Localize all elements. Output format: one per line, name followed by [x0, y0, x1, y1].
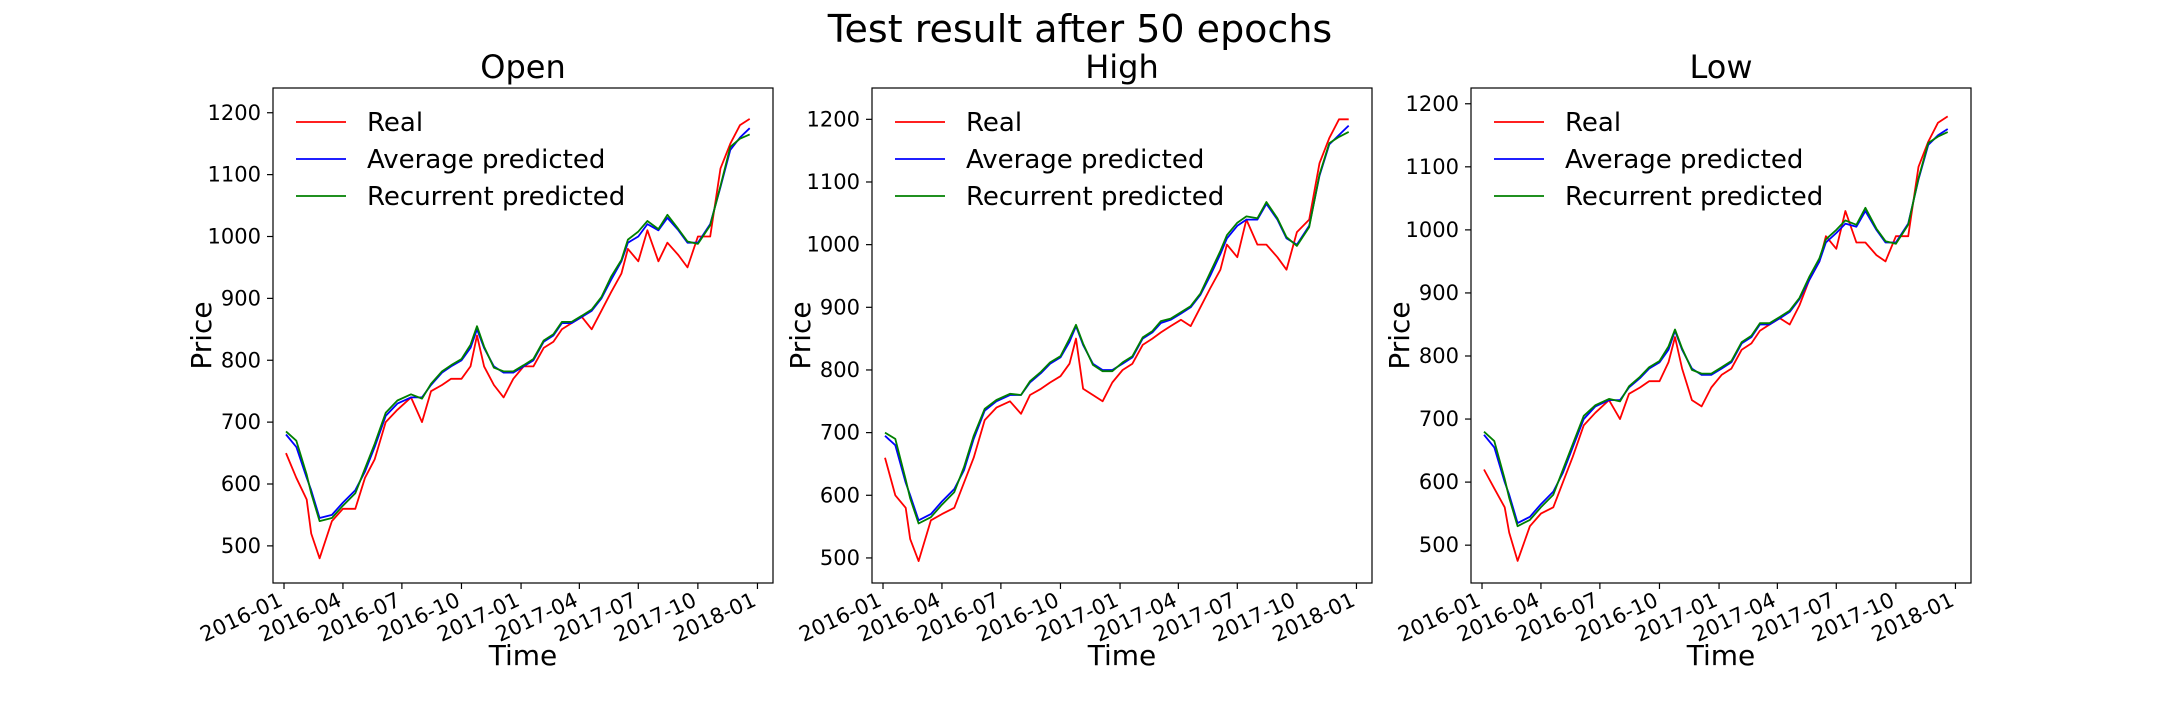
legend-label: Real	[966, 108, 1022, 138]
legend: Real Average predicted Recurrent predicted	[1494, 108, 1823, 212]
series-line-recurrent-predicted	[1483, 131, 1949, 528]
y-tick-label: 800	[820, 358, 860, 382]
y-tick-label: 700	[820, 421, 860, 445]
x-axis-label: Time	[1087, 639, 1157, 672]
y-tick-label: 1100	[1406, 155, 1459, 179]
legend-label: Real	[367, 108, 423, 138]
y-tick-label: 600	[221, 472, 261, 496]
axes-frame	[1470, 87, 1972, 584]
legend-label: Recurrent predicted	[1565, 182, 1823, 212]
y-tick-label: 900	[1419, 281, 1459, 305]
figure-title: Test result after 50 epochs	[827, 7, 1332, 51]
y-axis-label: Price	[784, 301, 817, 369]
y-tick-label: 1200	[1406, 92, 1459, 116]
axes-frame	[272, 87, 774, 584]
legend-label: Recurrent predicted	[966, 182, 1224, 212]
legend-label: Average predicted	[966, 145, 1204, 175]
y-tick-label: 600	[820, 483, 860, 507]
y-axis-label: Price	[1383, 301, 1416, 369]
panel-title: Low	[1689, 48, 1752, 86]
y-tick-label: 500	[1419, 533, 1459, 557]
y-tick-label: 900	[820, 295, 860, 319]
chart-panel-high: High5006007008009001000110012002016-0120…	[784, 48, 1373, 672]
y-tick-label: 1000	[208, 225, 261, 249]
y-tick-label: 1000	[807, 233, 860, 257]
legend-label: Recurrent predicted	[367, 182, 625, 212]
y-tick-label: 900	[221, 286, 261, 310]
y-axis-label: Price	[185, 301, 218, 369]
panel-title: High	[1085, 48, 1159, 86]
chart-panel-low: Low5006007008009001000110012002016-01201…	[1383, 48, 1972, 672]
x-axis-label: Time	[1686, 639, 1756, 672]
y-tick-label: 700	[1419, 407, 1459, 431]
x-axis-label: Time	[488, 639, 558, 672]
y-tick-label: 500	[820, 546, 860, 570]
y-tick-label: 1000	[1406, 218, 1459, 242]
y-tick-label: 1100	[807, 170, 860, 194]
series-line-real	[1483, 115, 1949, 562]
y-tick-label: 700	[221, 410, 261, 434]
legend-label: Real	[1565, 108, 1621, 138]
y-tick-label: 800	[221, 348, 261, 372]
y-tick-label: 1200	[807, 107, 860, 131]
y-tick-label: 800	[1419, 344, 1459, 368]
y-tick-label: 600	[1419, 470, 1459, 494]
series-line-recurrent-predicted	[884, 131, 1350, 525]
y-tick-label: 1200	[208, 101, 261, 125]
chart-panel-open: Open5006007008009001000110012002016-0120…	[185, 48, 774, 672]
series-line-real	[884, 118, 1349, 562]
legend: Real Average predicted Recurrent predicted	[296, 108, 625, 212]
legend-label: Average predicted	[1565, 145, 1803, 175]
legend: Real Average predicted Recurrent predicted	[895, 108, 1224, 212]
legend-label: Average predicted	[367, 145, 605, 175]
series-line-real	[285, 118, 751, 560]
panel-title: Open	[480, 48, 565, 86]
y-tick-label: 500	[221, 534, 261, 558]
axes-frame	[871, 87, 1373, 584]
y-tick-label: 1100	[208, 163, 261, 187]
series-line-recurrent-predicted	[285, 133, 751, 522]
